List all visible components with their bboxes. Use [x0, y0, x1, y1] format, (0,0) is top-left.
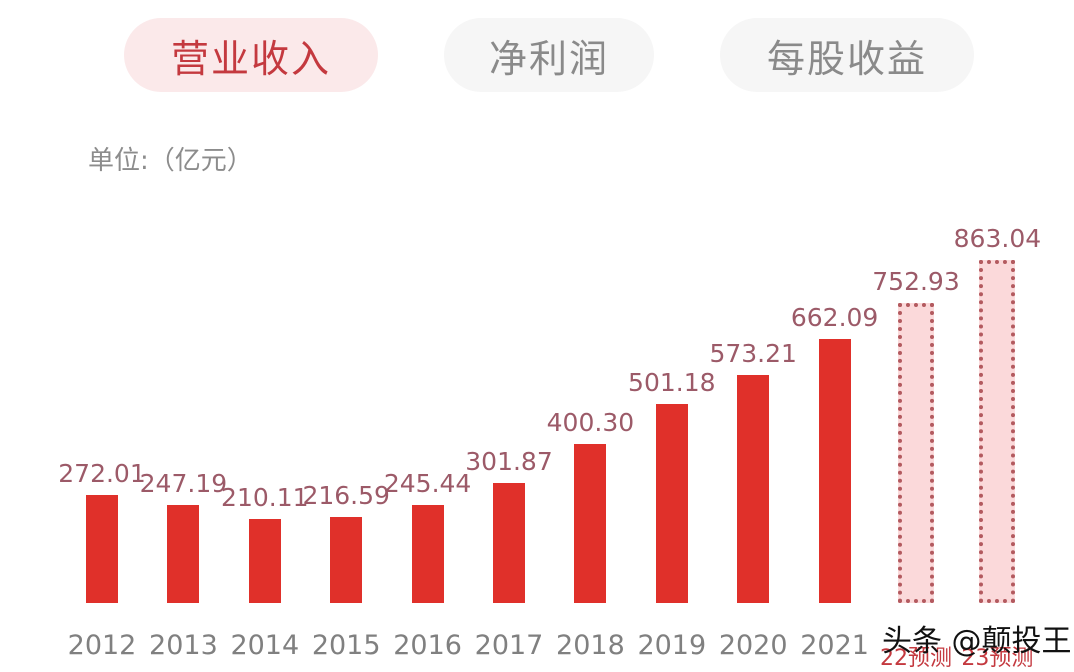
tab-revenue[interactable]: 营业收入	[124, 18, 378, 92]
x-axis-label: 2019	[637, 630, 707, 661]
x-axis-label: 2020	[718, 630, 788, 661]
x-axis-label: 2015	[311, 630, 381, 661]
bar-2014	[248, 519, 281, 603]
bar-2018	[574, 443, 607, 603]
bar-2019	[655, 403, 688, 603]
value-label: 301.87	[465, 446, 553, 476]
value-label: 863.04	[953, 223, 1042, 253]
x-axis-label: 2014	[230, 630, 300, 661]
x-axis-label: 2013	[149, 630, 218, 661]
value-label: 210.11	[221, 483, 309, 513]
bar-22预测	[898, 303, 934, 603]
x-axis-label: 2018	[556, 630, 625, 661]
value-label: 752.93	[872, 267, 960, 297]
tab-net-profit[interactable]: 净利润	[444, 18, 654, 92]
value-label: 216.59	[302, 480, 390, 510]
tab-eps[interactable]: 每股收益	[720, 18, 974, 92]
value-label: 245.44	[383, 469, 472, 499]
unit-label: 单位:（亿元）	[88, 146, 253, 176]
x-axis-label: 2021	[800, 630, 869, 661]
value-label: 247.19	[139, 468, 228, 498]
bar-2013	[167, 504, 200, 603]
bar-2020	[737, 374, 770, 603]
value-label: 501.18	[628, 367, 716, 397]
bar-2017	[493, 482, 525, 603]
watermark: 头条 @颠投王	[882, 624, 1072, 659]
bar-23预测	[979, 259, 1016, 603]
value-label: 272.01	[58, 458, 146, 488]
bar-2012	[86, 494, 118, 603]
x-axis-label: 2012	[67, 630, 137, 661]
x-axis-label: 22预测	[880, 646, 952, 671]
value-label: 573.21	[709, 338, 797, 368]
x-axis-label: 2017	[474, 630, 544, 661]
bar-2015	[330, 516, 363, 603]
x-axis-label: 2016	[393, 630, 462, 661]
value-label: 662.09	[790, 303, 879, 333]
bar-2021	[818, 339, 851, 603]
value-label: 400.30	[546, 407, 635, 437]
bar-2016	[411, 505, 444, 603]
x-axis-label: 23预测	[961, 646, 1034, 671]
